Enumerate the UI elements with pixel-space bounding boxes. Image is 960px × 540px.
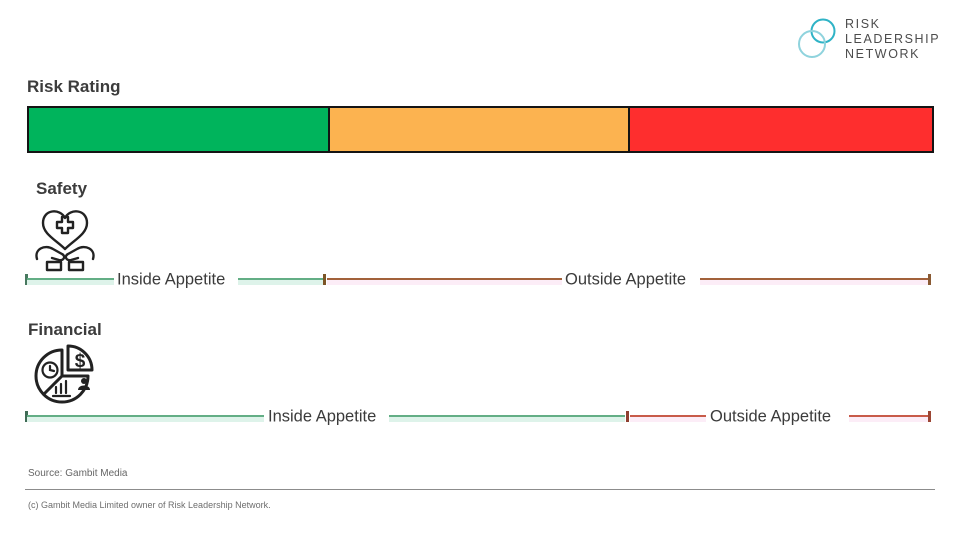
safety-line-start-tick bbox=[25, 274, 28, 285]
financial-line-end-tick bbox=[928, 411, 931, 422]
safety-outside-appetite-label: Outside Appetite bbox=[565, 270, 687, 289]
risk-leadership-network-logo: RISK LEADERSHIP NETWORK bbox=[796, 16, 940, 62]
safety-line-end-tick bbox=[928, 274, 931, 285]
finance-pie-icon: $ bbox=[34, 344, 94, 404]
financial-row-title: Financial bbox=[28, 320, 102, 339]
safety-row-title: Safety bbox=[36, 179, 88, 198]
logo-circles-icon bbox=[798, 18, 836, 58]
financial-inside-appetite-label: Inside Appetite bbox=[268, 407, 377, 426]
footer-divider bbox=[25, 489, 935, 490]
financial-outside-line-left bbox=[630, 415, 706, 422]
logo-wordmark: RISK LEADERSHIP NETWORK bbox=[845, 17, 940, 62]
financial-boundary-tick bbox=[626, 411, 629, 422]
safety-inside-line-left bbox=[27, 278, 114, 285]
page-title: Risk Rating bbox=[27, 77, 121, 96]
logo-line-network: NETWORK bbox=[845, 46, 921, 61]
logo-line-risk: RISK bbox=[845, 16, 881, 31]
heart-in-hands-icon bbox=[35, 210, 95, 272]
source-text: Source: Gambit Media bbox=[28, 468, 128, 479]
copyright-text: (c) Gambit Media Limited owner of Risk L… bbox=[28, 500, 271, 510]
financial-outside-line-right bbox=[849, 415, 929, 422]
safety-outside-line-right bbox=[700, 278, 929, 285]
risk-bar-amber-segment bbox=[330, 106, 630, 153]
svg-text:$: $ bbox=[75, 351, 86, 372]
safety-boundary-tick bbox=[323, 274, 326, 285]
financial-inside-line-right bbox=[389, 415, 625, 422]
financial-outside-appetite-label: Outside Appetite bbox=[710, 407, 832, 426]
risk-bar-red-segment bbox=[630, 106, 934, 153]
financial-line-start-tick bbox=[25, 411, 28, 422]
safety-inside-line-right bbox=[238, 278, 323, 285]
risk-bar-green-segment bbox=[27, 106, 330, 153]
financial-inside-line-left bbox=[27, 415, 264, 422]
logo-line-leadership: LEADERSHIP bbox=[845, 31, 941, 46]
risk-rating-bar bbox=[27, 106, 934, 153]
safety-inside-appetite-label: Inside Appetite bbox=[117, 270, 226, 289]
safety-outside-line-left bbox=[327, 278, 562, 285]
